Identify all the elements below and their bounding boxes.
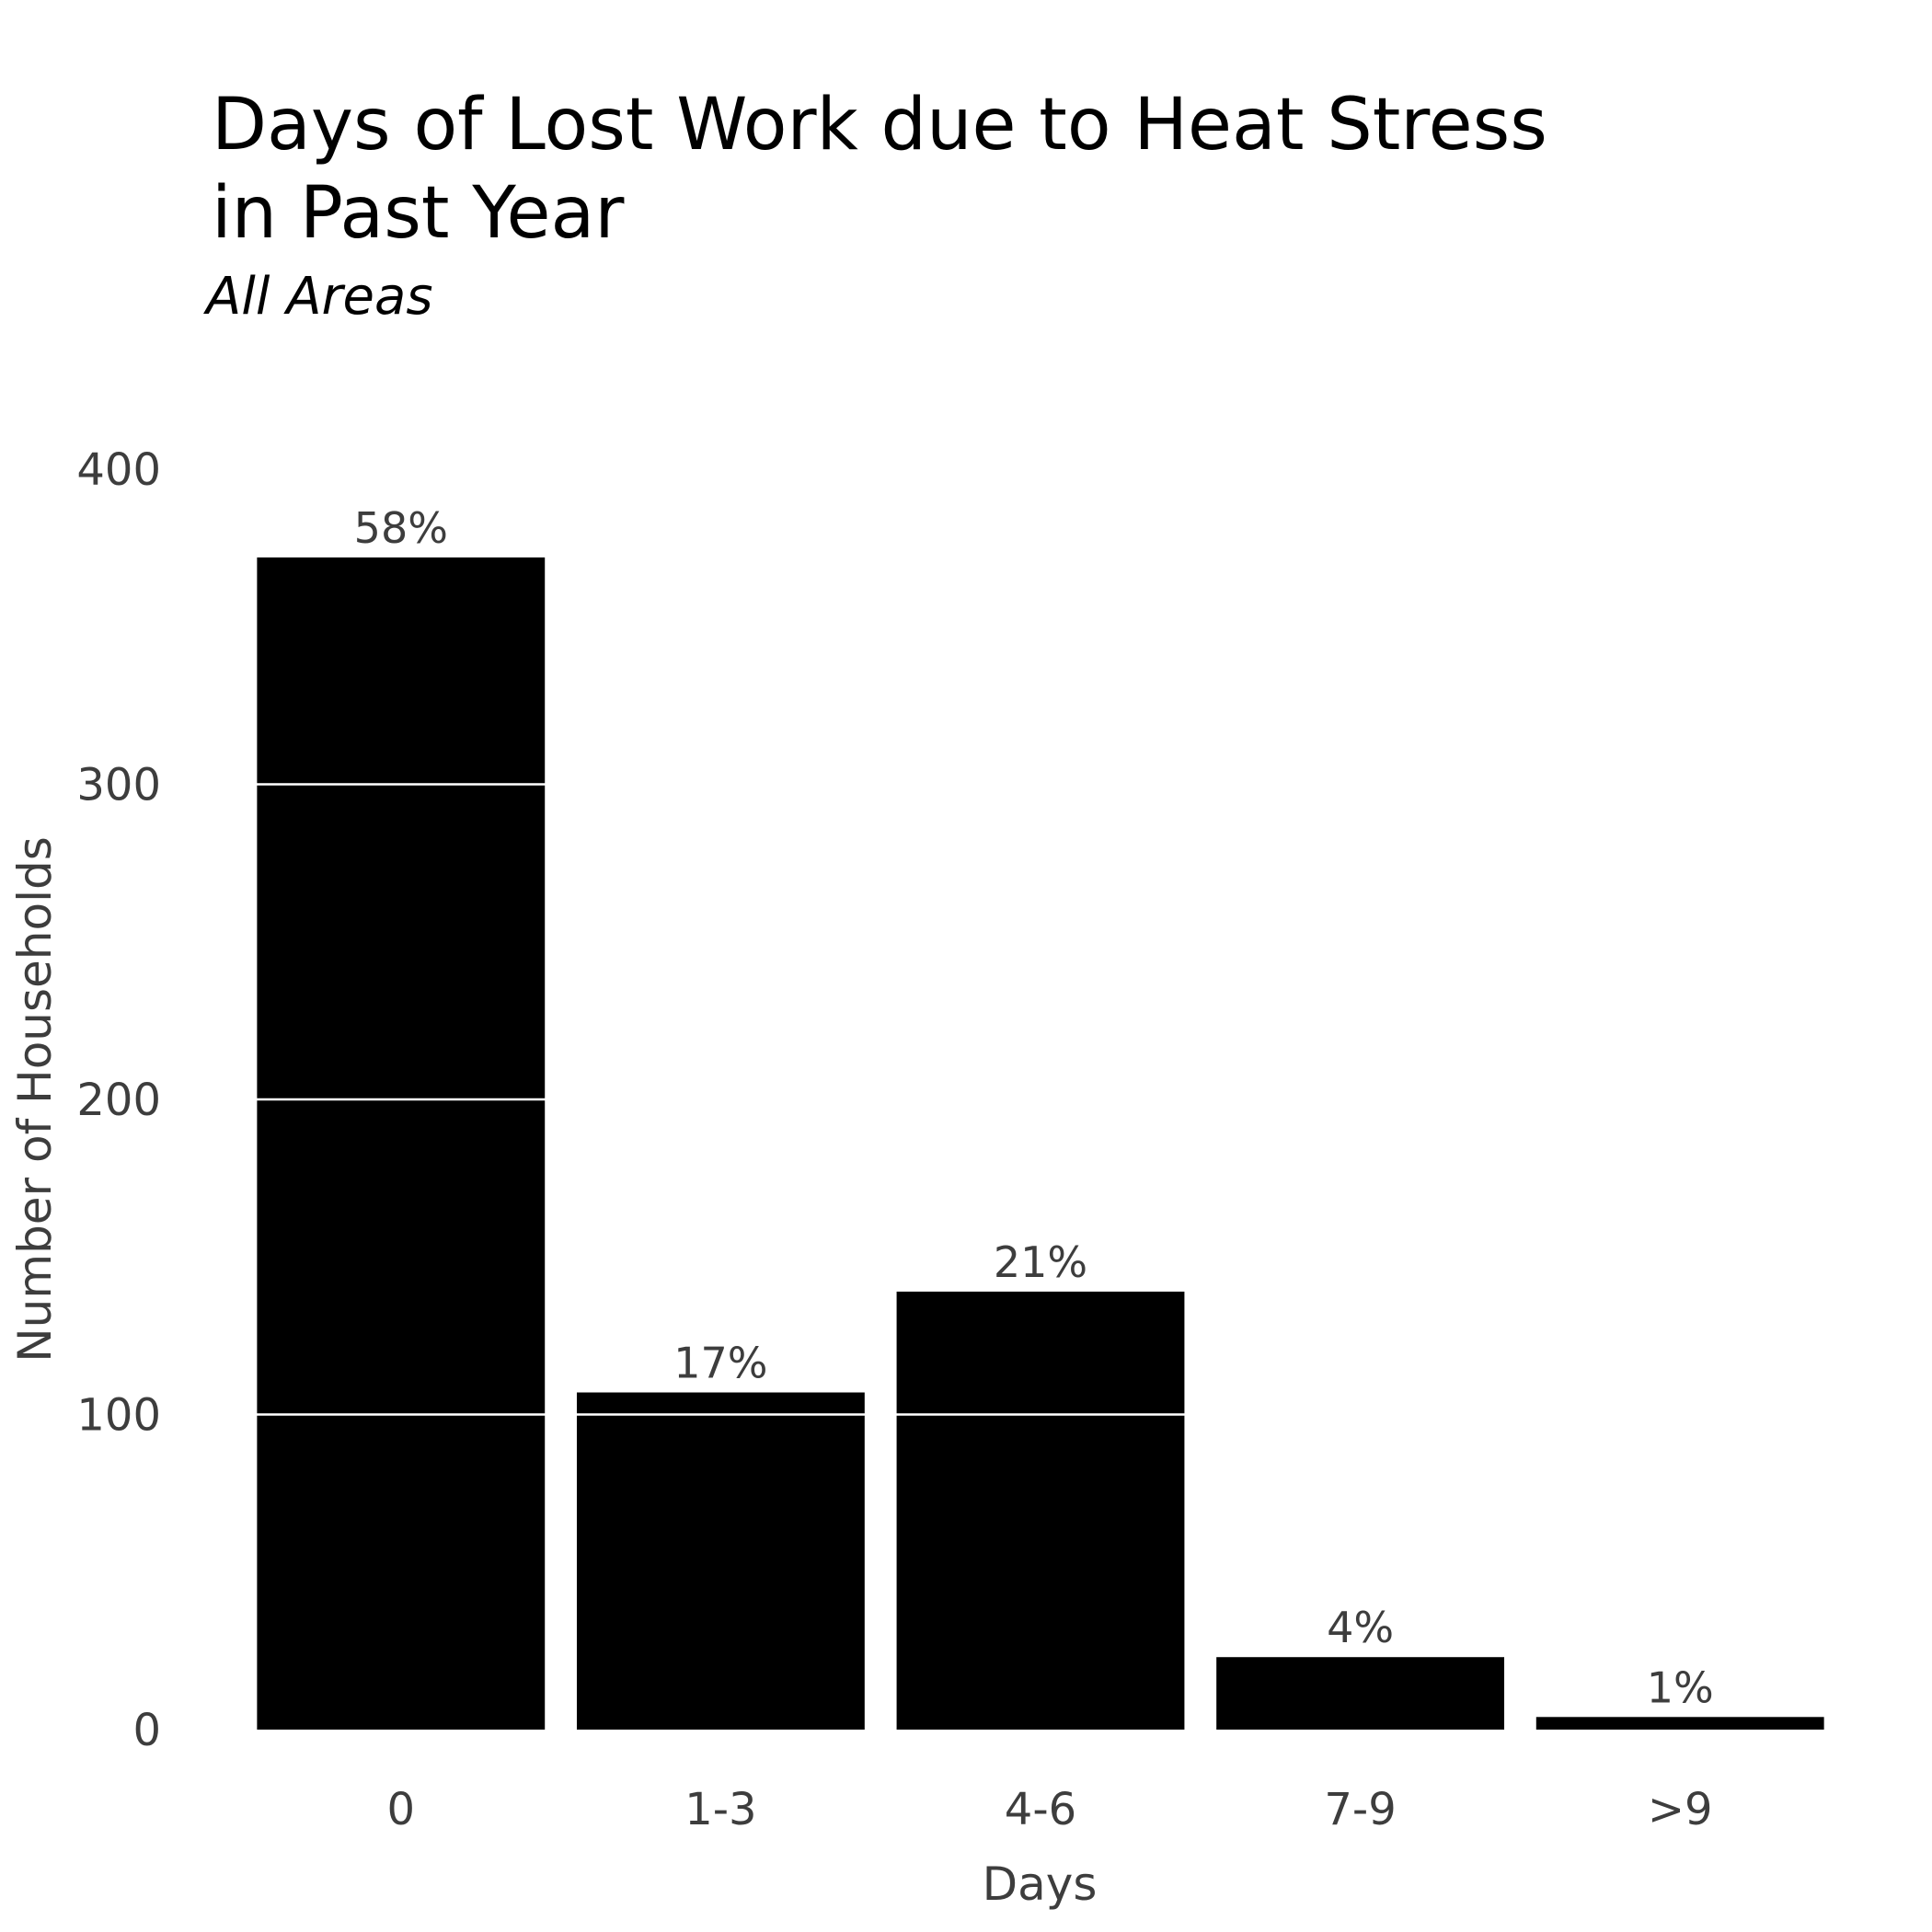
x-tick-label: 7-9: [1324, 1784, 1396, 1835]
x-tick-label: 4-6: [1005, 1784, 1076, 1835]
bar-value-label: 58%: [354, 503, 448, 553]
x-axis-title: Days: [983, 1857, 1098, 1911]
x-tick-label: >9: [1648, 1784, 1713, 1835]
bar-value-label: 4%: [1327, 1603, 1394, 1652]
bar-value-label: 17%: [673, 1339, 767, 1388]
y-tick-label: 400: [76, 444, 161, 496]
gridlines-over-bars: [241, 467, 1840, 1416]
bar: [257, 557, 546, 1730]
y-tick-label: 300: [76, 760, 161, 811]
bar-value-label: 1%: [1647, 1662, 1714, 1712]
bar-value-label: 21%: [994, 1237, 1087, 1287]
y-tick-label: 200: [76, 1075, 161, 1126]
y-tick-label: 0: [132, 1705, 161, 1756]
x-tick-label: 1-3: [684, 1784, 756, 1835]
bar: [1535, 1717, 1824, 1730]
chart-title: Days of Lost Work due to Heat Stress in …: [212, 81, 1868, 258]
bar: [896, 1291, 1185, 1730]
bars: [257, 557, 1824, 1730]
chart-subtitle: All Areas: [206, 267, 433, 327]
y-tick-labels: 0 100 200 300 400: [76, 444, 161, 1756]
y-tick-label: 100: [76, 1390, 161, 1442]
y-axis-title: Number of Households: [8, 836, 62, 1362]
x-tick-label: 0: [387, 1784, 416, 1835]
bar: [576, 1392, 865, 1730]
chart-title-line-2: in Past Year: [212, 172, 625, 255]
bar-value-labels: 58% 17% 21% 4% 1%: [354, 503, 1714, 1712]
bar: [1216, 1657, 1505, 1730]
x-tick-labels: 0 1-3 4-6 7-9 >9: [387, 1784, 1713, 1835]
chart-title-line-1: Days of Lost Work due to Heat Stress: [212, 84, 1547, 167]
